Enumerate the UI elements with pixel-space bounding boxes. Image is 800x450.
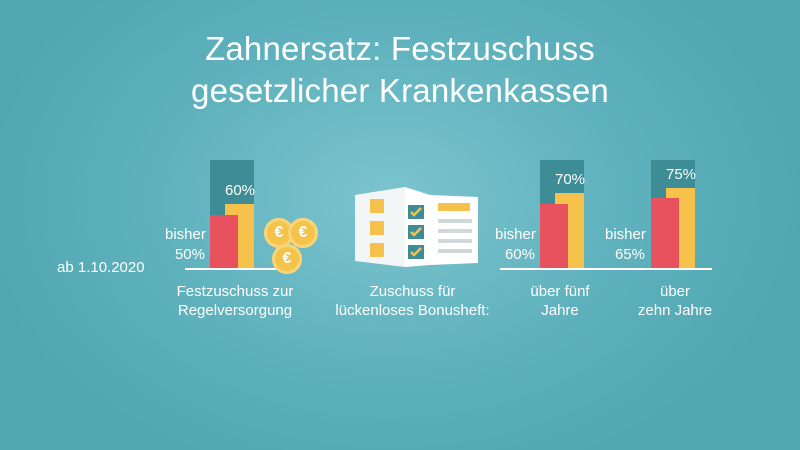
caption-fuenf-jahre: über fünf Jahre	[530, 283, 590, 319]
date-label: ab 1.10.2020	[57, 259, 145, 276]
caption-regelversorgung: Festzuschuss zur Regelversorgung	[176, 283, 294, 319]
caption-bonusheft: Zuschuss für lückenloses Bonusheft:	[335, 283, 490, 319]
euro-coin-icon: €	[272, 244, 302, 274]
bar-previous-value	[210, 214, 238, 268]
chart-title-line-2: gesetzlicher Krankenkassen	[191, 72, 609, 109]
caption-zehn-jahre: über zehn Jahre	[637, 283, 713, 319]
bar-new-value-label: 60%	[225, 181, 256, 199]
bar-previous-value	[651, 198, 679, 268]
euro-coin-icon: €	[288, 218, 318, 248]
previous-label-2: bisher 60%	[495, 226, 536, 263]
bar-previous-value	[540, 203, 568, 268]
previous-label-1: bisher 50%	[165, 226, 206, 263]
bonusheft-booklet-icon	[355, 187, 478, 267]
chart-title-line-1: Zahnersatz: Festzuschuss	[205, 30, 595, 67]
bar-new-value-label: 75%	[666, 165, 697, 183]
baseline-1	[185, 268, 295, 270]
bar-new-value-label: 70%	[555, 171, 586, 189]
baseline-2	[500, 268, 712, 270]
previous-label-3: bisher 65%	[605, 226, 646, 263]
